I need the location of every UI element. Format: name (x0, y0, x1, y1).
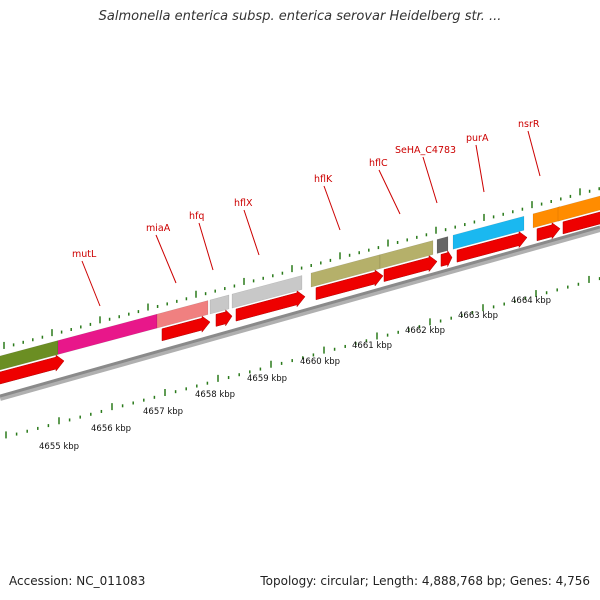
gene-bar-nsrR (532, 206, 561, 229)
gene-labels: mutL miaA hfq hflX hflK hflC SeHA_C4783 purA nsr… (72, 119, 541, 307)
cds-arrow-2 (215, 309, 233, 327)
kbp-label: 4655 kbp (39, 442, 79, 452)
map-title: Salmonella enterica subsp. enterica sero… (98, 9, 502, 24)
kbp-label: 4660 kbp (300, 357, 340, 367)
gene-bar-hflX (231, 275, 303, 309)
accession-text: Accession: NC_011083 (9, 574, 146, 588)
gene-leader-hfq (198, 222, 214, 271)
kbp-labels: 4655 kbp 4656 kbp 4657 kbp 4658 kbp 4659 kbp… (39, 296, 551, 452)
lower-tick-marks (5, 275, 600, 439)
cds-arrow-9 (562, 211, 600, 235)
cds-arrow-3 (235, 290, 306, 322)
cds-arrow-6 (440, 249, 453, 267)
cds-arrow-7 (456, 231, 528, 263)
gene-bar-miaA (156, 300, 209, 329)
cds-arrow-4 (315, 269, 384, 301)
cds-arrow-8 (536, 222, 561, 242)
cds-arrow-0 (0, 354, 65, 385)
gene-label-miaA: miaA (146, 223, 171, 234)
gene-label-mutL: mutL (72, 249, 97, 260)
backbone-line (0, 226, 600, 401)
gene-bar-hflC (379, 240, 434, 269)
gene-label-hfq: hfq (189, 211, 204, 222)
kbp-label: 4661 kbp (352, 341, 392, 351)
gene-label-SeHA_C4783: SeHA_C4783 (395, 145, 456, 156)
kbp-label: 4664 kbp (511, 296, 551, 306)
gene-bar-unnamed-10 (557, 195, 600, 222)
cds-arrow-1 (161, 315, 211, 342)
gene-leader-hflK (323, 185, 341, 231)
gene-bar-hfq (209, 294, 230, 315)
gene-leader-hflC (378, 169, 401, 215)
kbp-label: 4656 kbp (91, 424, 131, 434)
gene-leader-miaA (155, 234, 177, 284)
backbone-line-core (0, 225, 600, 398)
kbp-label: 4659 kbp (247, 374, 287, 384)
gene-bars (0, 195, 600, 371)
kbp-label: 4657 kbp (143, 407, 183, 417)
gene-bar-purA (452, 215, 525, 250)
kbp-label: 4663 kbp (458, 311, 498, 321)
summary-text: Topology: circular; Length: 4,888,768 bp… (260, 574, 590, 588)
gene-label-purA: purA (466, 133, 489, 144)
gene-leader-SeHA_C4783 (422, 156, 438, 204)
kbp-label: 4662 kbp (405, 326, 445, 336)
gene-label-nsrR: nsrR (518, 119, 540, 130)
kbp-label: 4658 kbp (195, 390, 235, 400)
cds-arrow-5 (383, 255, 438, 282)
gene-bar-mutL (57, 313, 158, 355)
gene-label-hflX: hflX (234, 198, 253, 209)
gene-leader-mutL (81, 260, 101, 307)
gene-leader-purA (475, 144, 485, 193)
gene-label-hflC: hflC (369, 158, 388, 169)
gene-bar-hflK (310, 254, 381, 288)
gene-leader-nsrR (527, 130, 541, 177)
cds-arrows (0, 211, 600, 385)
gene-leader-hflX (243, 209, 260, 256)
gene-bar-SeHA_C4783 (436, 236, 449, 254)
upper-tick-marks (3, 187, 600, 349)
gene-label-hflK: hflK (314, 174, 333, 185)
backbone (0, 225, 600, 401)
